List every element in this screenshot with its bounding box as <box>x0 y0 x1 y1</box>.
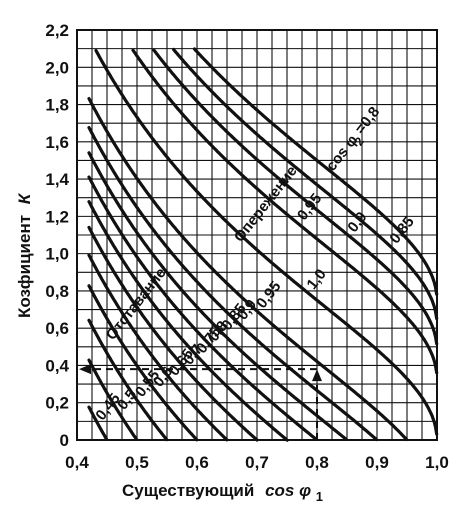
curve-leading-0.95 <box>131 48 439 375</box>
x-axis-title-subscript: 1 <box>316 489 323 504</box>
y-tick-label: 1,2 <box>45 207 69 226</box>
y-tick-label: 0,2 <box>45 394 69 413</box>
x-tick-label: 0,5 <box>125 453 149 472</box>
x-tick-label: 0,9 <box>365 453 389 472</box>
y-tick-label: 0,6 <box>45 319 69 338</box>
y-axis-title-text: Козфициент <box>15 215 34 318</box>
x-tick-label: 0,4 <box>65 453 89 472</box>
curves <box>87 47 439 442</box>
curve-lagging-0.9 <box>87 126 378 442</box>
tick-labels: 0 0,2 0,4 0,6 0,8 1,0 1,2 1,4 1,6 1,8 2,0 2,2 0,4 0,5… <box>45 21 448 472</box>
y-tick-label: 1,4 <box>45 170 69 189</box>
x-axis-title-symbol: cos φ <box>265 481 311 500</box>
curve-lagging-0.95 <box>87 97 409 442</box>
example-lines <box>79 364 322 440</box>
curve-lagging-0.6 <box>87 284 199 442</box>
y-tick-label: 0,8 <box>45 282 69 301</box>
curve-lagging-0.85 <box>87 151 348 441</box>
y-tick-label: 1,8 <box>45 96 69 115</box>
y-tick-label: 2,2 <box>45 21 69 40</box>
y-tick-label: 2,0 <box>45 58 69 77</box>
x-axis-title: Существующий cos φ 1 <box>122 481 323 504</box>
curve-lagging-0.7 <box>87 225 259 442</box>
curve-leading-0.8 <box>192 47 439 296</box>
curve-label: 1,0 <box>304 266 330 293</box>
curve-lagging-0.8 <box>87 175 318 441</box>
x-tick-label: 0,7 <box>245 453 269 472</box>
curve-lagging-0.5 <box>87 358 139 441</box>
y-tick-label: 0,4 <box>45 356 69 375</box>
x-tick-label: 0,8 <box>305 453 329 472</box>
grid <box>76 29 438 441</box>
curve-label: 0,85 <box>386 213 417 246</box>
curve-lagging-0.65 <box>87 253 229 442</box>
x-tick-label: 0,6 <box>185 453 209 472</box>
curve-lagging-0.45 <box>87 405 108 441</box>
curve-lagging-0.75 <box>87 200 289 442</box>
y-tick-label: 1,0 <box>45 245 69 264</box>
x-tick-label: 1,0 <box>425 453 449 472</box>
y-tick-label: 1,6 <box>45 133 69 152</box>
curve-lagging-0.55 <box>87 318 169 442</box>
curve-unity-1 <box>94 48 439 436</box>
curve-leading-0.85 <box>172 47 439 321</box>
x-axis-title-text: Существующий <box>122 481 254 500</box>
target-value: =0,8 <box>352 104 384 138</box>
y-tick-label: 0 <box>60 431 69 450</box>
curve-label: 0,9 <box>344 209 370 236</box>
curve-leading-0.9 <box>152 48 439 346</box>
example-arrow-up <box>312 369 322 382</box>
y-axis-title-symbol: К <box>15 192 34 204</box>
example-arrow-left <box>79 364 91 375</box>
y-axis-title: Козфициент К <box>15 192 34 318</box>
